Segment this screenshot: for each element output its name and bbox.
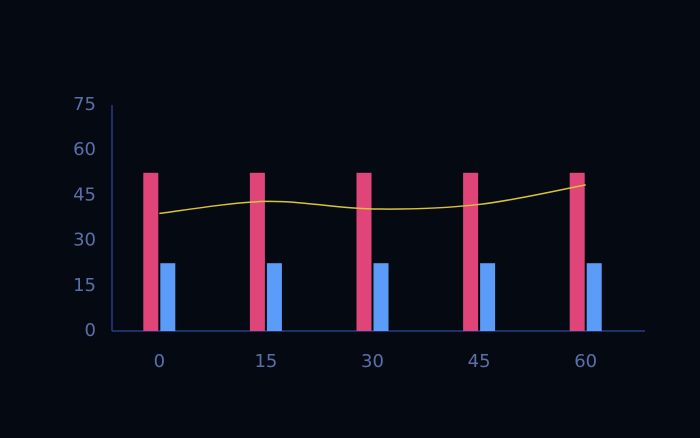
bar xyxy=(356,172,372,331)
bar xyxy=(249,172,265,331)
x-tick-label: 15 xyxy=(254,351,277,372)
x-tick-label: 45 xyxy=(468,351,491,372)
x-tick-label: 0 xyxy=(154,351,165,372)
x-tick-label: 60 xyxy=(574,351,597,372)
bar xyxy=(480,263,496,331)
bar xyxy=(373,263,389,331)
bar xyxy=(586,263,602,331)
bar xyxy=(266,263,282,331)
y-tick-label: 15 xyxy=(73,275,96,296)
bar xyxy=(160,263,176,331)
y-tick-label: 60 xyxy=(73,139,96,160)
y-tick-label: 75 xyxy=(73,94,96,115)
bar xyxy=(463,172,479,331)
bar xyxy=(569,172,585,331)
y-tick-label: 45 xyxy=(73,184,96,205)
x-tick-label: 30 xyxy=(361,351,384,372)
bar xyxy=(143,172,159,331)
y-tick-label: 30 xyxy=(73,230,96,251)
y-tick-label: 0 xyxy=(85,320,96,341)
line xyxy=(159,184,586,215)
